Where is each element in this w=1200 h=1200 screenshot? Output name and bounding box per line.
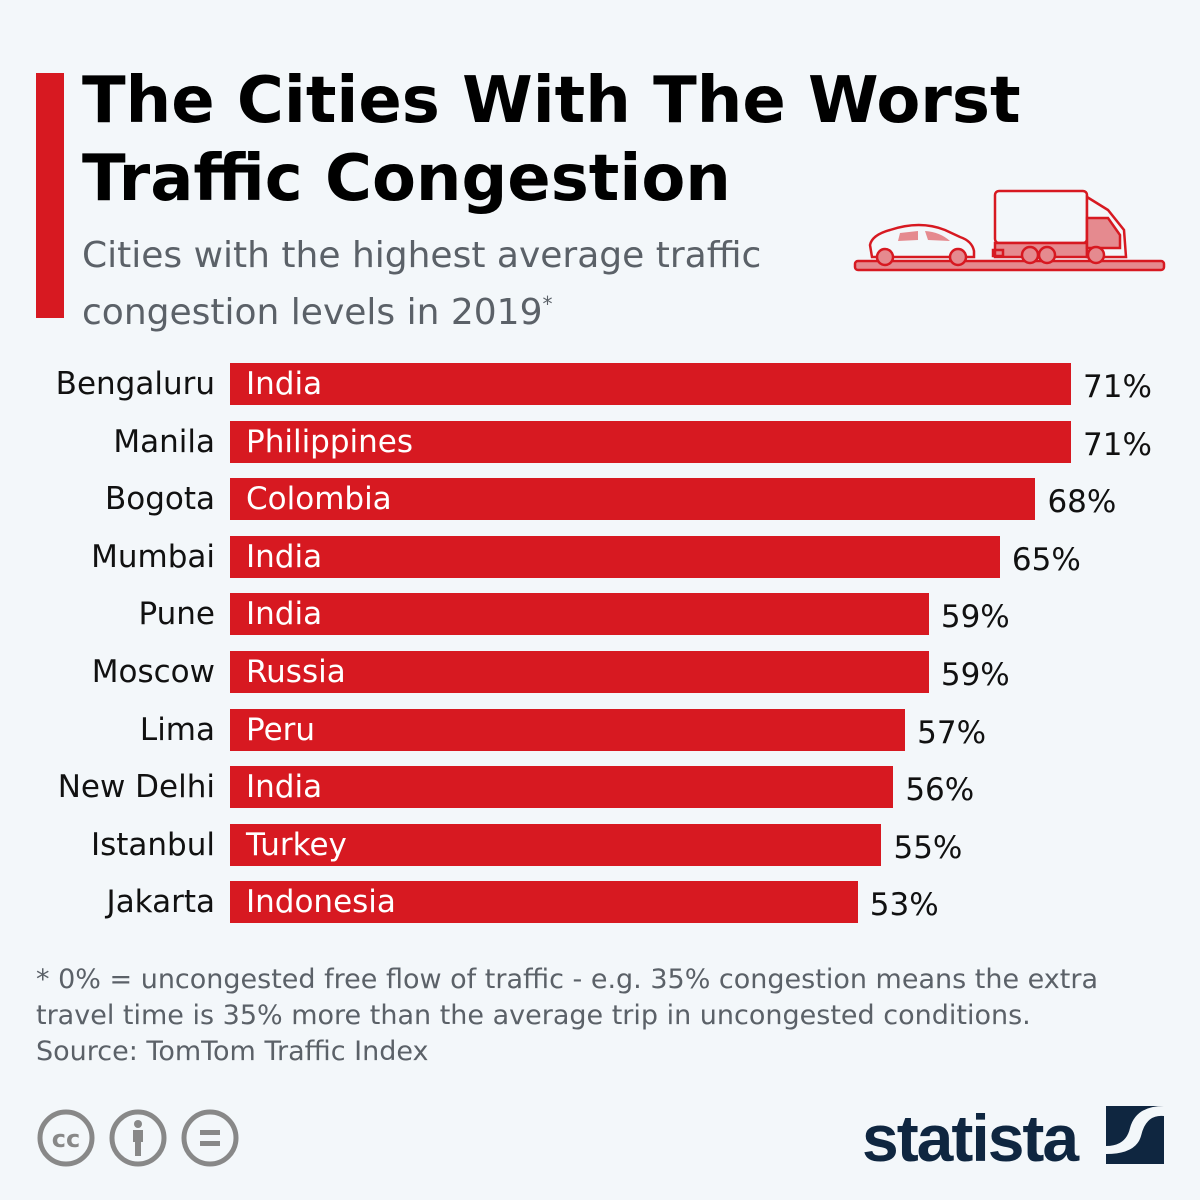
city-label: Jakarta [106, 884, 215, 921]
city-label: Bengaluru [55, 366, 215, 402]
value-label: 53% [869, 887, 939, 924]
country-label: India [246, 769, 323, 806]
attribution-icon[interactable] [108, 1108, 168, 1168]
city-label: Mumbai [91, 538, 215, 575]
value-label: 59% [940, 599, 1010, 636]
value-label: 59% [940, 657, 1010, 693]
bar-row: Moscow Russia 59% [0, 651, 1200, 693]
bar-row: Istanbul Turkey 55% [0, 823, 1200, 866]
bar-row: Bogota Colombia 68% [0, 478, 1200, 521]
bar [230, 363, 1071, 405]
statista-logo-icon [1106, 1106, 1164, 1164]
city-label: Lima [139, 711, 215, 748]
bar [230, 708, 906, 751]
bar [230, 881, 858, 924]
footer: * 0% = uncongested free flow of traffic … [36, 962, 1176, 1070]
value-label: 71% [1083, 426, 1152, 463]
country-label: India [246, 538, 323, 575]
city-label: Manila [113, 423, 215, 460]
accent-bar [36, 73, 64, 318]
value-label: 71% [1083, 369, 1152, 405]
city-label: Pune [138, 596, 215, 633]
source: Source: TomTom Traffic Index [36, 1036, 429, 1067]
footnote: * 0% = uncongested free flow of traffic … [36, 964, 1098, 1031]
country-label: Indonesia [246, 884, 396, 921]
road-icon [853, 259, 1166, 272]
svg-text:cc: cc [52, 1125, 80, 1153]
truck-icon [991, 189, 1128, 265]
value-label: 65% [1011, 541, 1081, 578]
bar-row: Manila Philippines 71% [0, 420, 1200, 463]
subtitle-text: Cities with the highest average traffic … [82, 235, 762, 333]
bar [230, 651, 929, 693]
cc-icon[interactable]: cc [36, 1108, 96, 1168]
city-label: New Delhi [57, 769, 215, 806]
car-icon [868, 223, 976, 267]
chart-subtitle: Cities with the highest average traffic … [82, 232, 842, 337]
bar-row: New Delhi India 56% [0, 766, 1200, 809]
bar-row: Pune India 59% [0, 593, 1200, 636]
country-label: Colombia [246, 481, 392, 518]
value-label: 68% [1047, 484, 1117, 521]
bar [230, 478, 1036, 521]
bar [230, 823, 882, 866]
country-label: Russia [246, 654, 346, 690]
bar [230, 535, 1000, 578]
country-label: India [246, 366, 323, 402]
bar [230, 766, 894, 809]
bar [230, 593, 929, 636]
value-label: 55% [893, 829, 963, 866]
car-truck-illustration [853, 189, 1166, 272]
logo-text: statista [862, 1101, 1079, 1175]
bar-row: Jakarta Indonesia 53% [0, 881, 1200, 924]
country-label: Philippines [246, 423, 414, 460]
bar-row: Lima Peru 57% [0, 708, 1200, 751]
country-label: Turkey [246, 826, 347, 863]
country-label: Peru [246, 711, 316, 748]
bar-row: Bengaluru India 71% [0, 363, 1200, 405]
city-label: Istanbul [90, 826, 215, 863]
city-label: Bogota [104, 481, 215, 518]
city-label: Moscow [91, 654, 215, 690]
no-derivatives-icon[interactable] [180, 1108, 240, 1168]
country-label: India [246, 596, 323, 633]
bar-row: Mumbai India 65% [0, 535, 1200, 578]
value-label: 56% [905, 772, 975, 809]
chart-title: The Cities With The Worst Traffic Conges… [82, 64, 1021, 216]
footnote-mark: * [542, 292, 553, 316]
statista-logo[interactable]: statista [862, 1100, 1079, 1176]
bar [230, 420, 1071, 463]
value-label: 57% [917, 714, 987, 751]
